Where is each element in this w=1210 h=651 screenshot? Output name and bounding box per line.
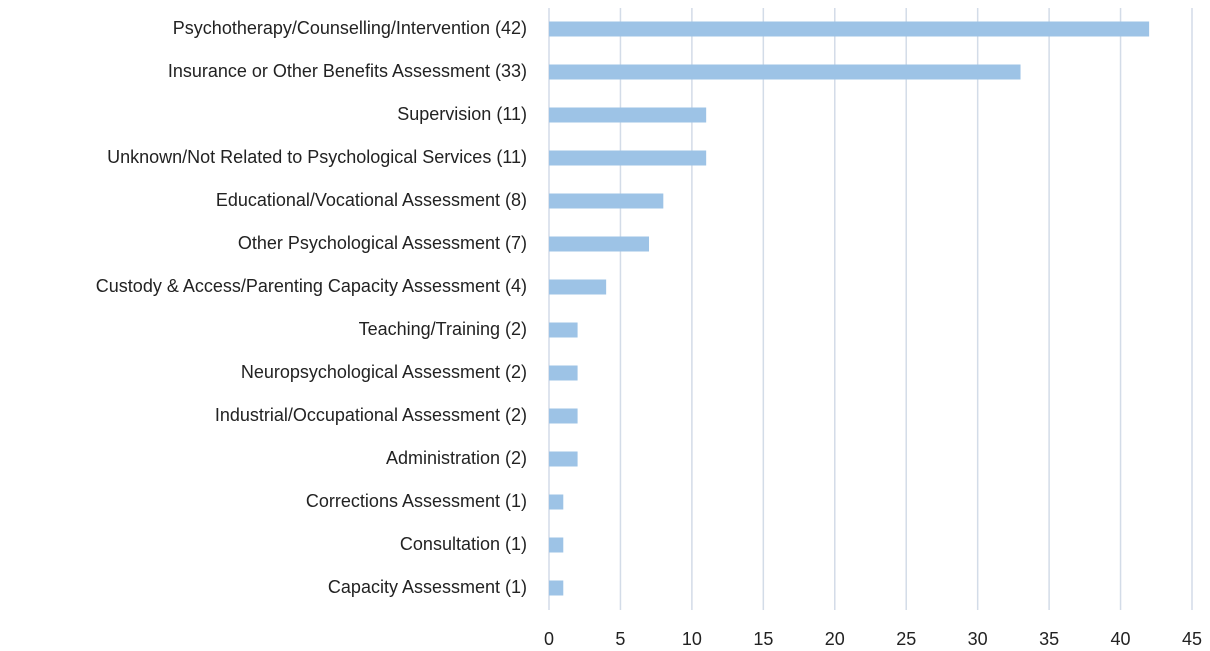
- bar: [549, 107, 707, 123]
- x-tick-label: 0: [544, 629, 554, 649]
- y-tick-label: Other Psychological Assessment (7): [238, 233, 527, 253]
- x-tick-label: 25: [896, 629, 916, 649]
- bar: [549, 64, 1021, 80]
- bar: [549, 21, 1150, 37]
- bar: [549, 236, 650, 252]
- bar: [549, 193, 664, 209]
- y-tick-label: Corrections Assessment (1): [306, 491, 527, 511]
- bar: [549, 537, 564, 553]
- x-tick-label: 35: [1039, 629, 1059, 649]
- y-tick-label: Psychotherapy/Counselling/Intervention (…: [173, 18, 527, 38]
- y-tick-label: Industrial/Occupational Assessment (2): [215, 405, 527, 425]
- x-tick-label: 40: [1111, 629, 1131, 649]
- y-tick-label: Neuropsychological Assessment (2): [241, 362, 527, 382]
- x-tick-label: 30: [968, 629, 988, 649]
- y-tick-label: Capacity Assessment (1): [328, 577, 527, 597]
- y-tick-label: Administration (2): [386, 448, 527, 468]
- bar: [549, 365, 578, 381]
- y-tick-label: Supervision (11): [397, 104, 527, 124]
- y-tick-label: Custody & Access/Parenting Capacity Asse…: [96, 276, 527, 296]
- y-tick-label: Unknown/Not Related to Psychological Ser…: [107, 147, 527, 167]
- x-tick-label: 10: [682, 629, 702, 649]
- bar: [549, 322, 578, 338]
- bar: [549, 150, 707, 166]
- y-tick-label: Consultation (1): [400, 534, 527, 554]
- bar: [549, 580, 564, 596]
- y-tick-label: Educational/Vocational Assessment (8): [216, 190, 527, 210]
- bar: [549, 279, 607, 295]
- bar: [549, 494, 564, 510]
- bar: [549, 451, 578, 467]
- x-tick-label: 5: [615, 629, 625, 649]
- y-tick-label: Insurance or Other Benefits Assessment (…: [168, 61, 527, 81]
- x-tick-label: 15: [753, 629, 773, 649]
- x-tick-label: 45: [1182, 629, 1202, 649]
- x-tick-label: 20: [825, 629, 845, 649]
- bar: [549, 408, 578, 424]
- y-tick-label: Teaching/Training (2): [359, 319, 527, 339]
